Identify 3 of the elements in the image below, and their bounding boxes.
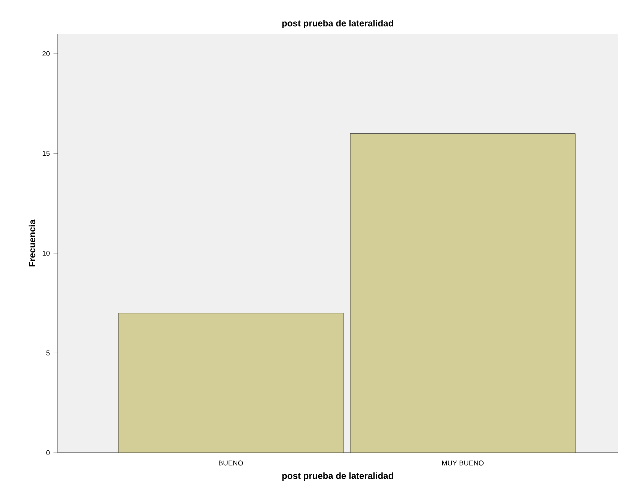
y-axis-title: Frecuencia xyxy=(28,220,36,267)
chart-title: post prueba de lateralidad xyxy=(282,20,394,28)
x-axis-title: post prueba de lateralidad xyxy=(282,472,394,481)
